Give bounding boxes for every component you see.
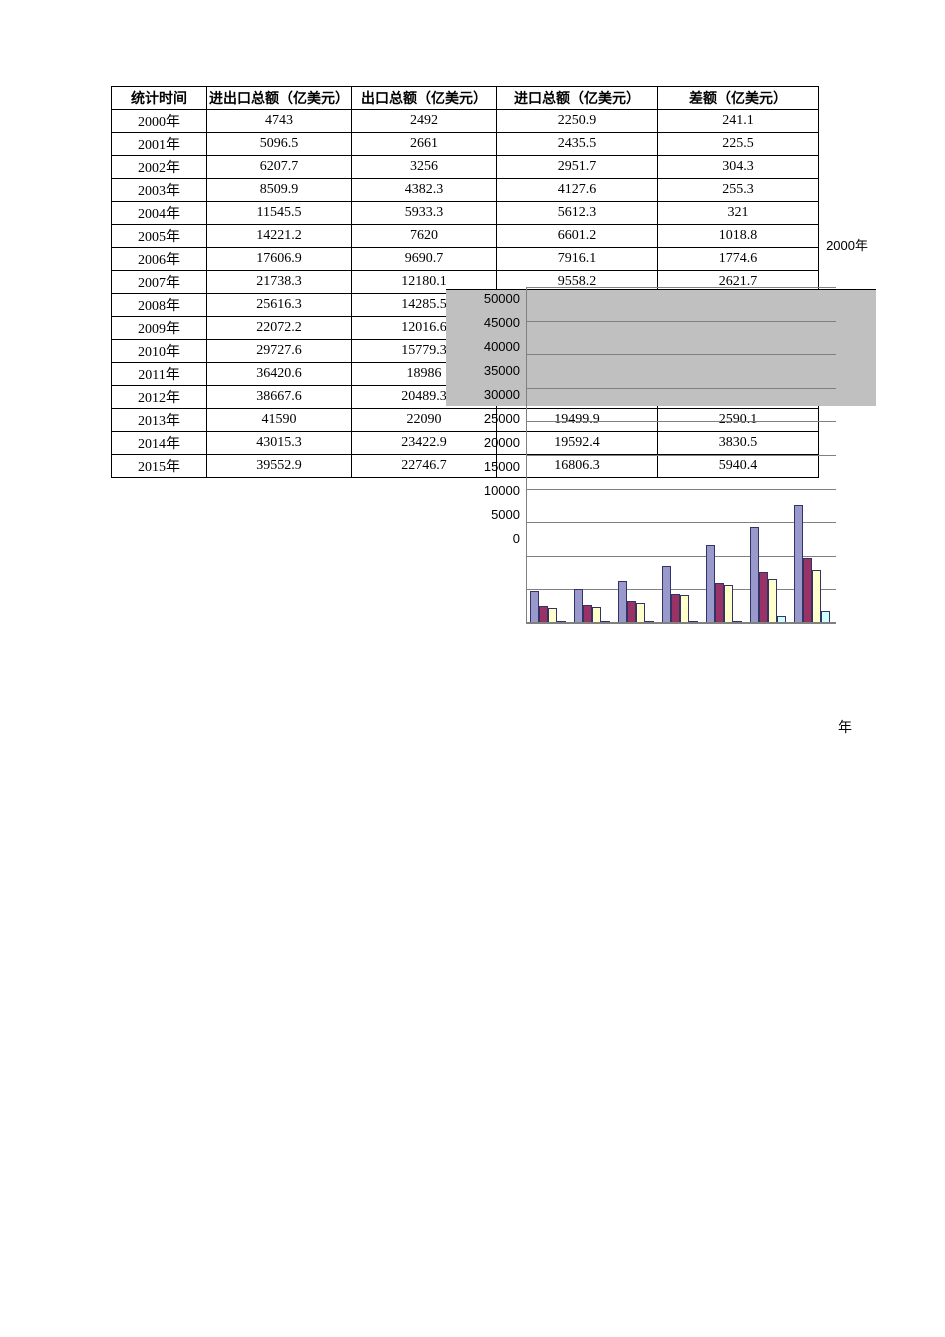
y-tick-label: 5000 [466,503,520,527]
table-cell: 36420.6 [207,363,352,386]
table-cell: 2012年 [112,386,207,409]
bar [680,595,689,623]
bar [583,605,592,623]
x-axis-line [526,622,836,623]
table-cell: 321 [658,202,819,225]
y-tick-label: 40000 [466,335,520,359]
y-tick-label: 45000 [466,311,520,335]
table-cell: 2003年 [112,179,207,202]
table-cell: 2000年 [112,110,207,133]
chart-legend-label: 2000年 [826,235,868,254]
table-cell: 21738.3 [207,271,352,294]
gridline [526,623,836,624]
table-row: 2001年5096.526612435.5225.5 [112,133,819,156]
table-cell: 14221.2 [207,225,352,248]
bar [539,606,548,623]
table-cell: 8509.9 [207,179,352,202]
table-cell: 6207.7 [207,156,352,179]
bar-chart-overlay: 2000年 5000045000400003500030000250002000… [446,227,876,727]
table-cell: 4743 [207,110,352,133]
bar [750,527,759,623]
y-tick-label: 25000 [466,407,520,431]
table-cell: 41590 [207,409,352,432]
table-cell: 3256 [352,156,497,179]
bar [627,601,636,623]
table-cell: 2011年 [112,363,207,386]
table-cell: 11545.5 [207,202,352,225]
y-tick-label: 10000 [466,479,520,503]
table-row: 2004年11545.55933.35612.3321 [112,202,819,225]
table-cell: 29727.6 [207,340,352,363]
bar [759,572,768,623]
table-cell: 4127.6 [497,179,658,202]
bar [803,558,812,623]
col-header: 进口总额（亿美元） [497,87,658,110]
table-cell: 5096.5 [207,133,352,156]
table-cell: 22072.2 [207,317,352,340]
bar [671,594,680,623]
table-row: 2000年474324922250.9241.1 [112,110,819,133]
table-cell: 2006年 [112,248,207,271]
table-cell: 2008年 [112,294,207,317]
table-cell: 5612.3 [497,202,658,225]
table-cell: 39552.9 [207,455,352,478]
y-axis-line [526,287,527,623]
table-cell: 2661 [352,133,497,156]
table-cell: 241.1 [658,110,819,133]
table-cell: 17606.9 [207,248,352,271]
bar [706,545,715,623]
table-cell: 4382.3 [352,179,497,202]
bar [530,591,539,623]
table-cell: 43015.3 [207,432,352,455]
y-tick-label: 50000 [466,287,520,311]
col-header: 差额（亿美元） [658,87,819,110]
table-cell: 2001年 [112,133,207,156]
bar [636,603,645,623]
bar [574,589,583,623]
y-tick-label: 15000 [466,455,520,479]
col-header: 统计时间 [112,87,207,110]
table-cell: 2435.5 [497,133,658,156]
table-cell: 2007年 [112,271,207,294]
bar [768,579,777,623]
col-header: 出口总额（亿美元） [352,87,497,110]
table-row: 2002年6207.732562951.7304.3 [112,156,819,179]
table-cell: 2009年 [112,317,207,340]
bar [812,570,821,623]
table-cell: 2492 [352,110,497,133]
col-header: 进出口总额（亿美元） [207,87,352,110]
chart-plot-area [526,287,836,623]
bar [548,608,557,623]
y-tick-label: 30000 [466,383,520,407]
table-cell: 2010年 [112,340,207,363]
table-cell: 2004年 [112,202,207,225]
table-cell: 2013年 [112,409,207,432]
table-cell: 304.3 [658,156,819,179]
bar [715,583,724,623]
table-cell: 225.5 [658,133,819,156]
table-cell: 2014年 [112,432,207,455]
chart-bars [526,287,836,623]
y-tick-label: 0 [466,527,520,551]
bar [662,566,671,623]
table-cell: 2002年 [112,156,207,179]
y-tick-label: 35000 [466,359,520,383]
table-cell: 2005年 [112,225,207,248]
table-cell: 2951.7 [497,156,658,179]
table-cell: 25616.3 [207,294,352,317]
table-cell: 2015年 [112,455,207,478]
table-header-row: 统计时间 进出口总额（亿美元） 出口总额（亿美元） 进口总额（亿美元） 差额（亿… [112,87,819,110]
chart-x-axis-title: 年 [838,717,852,737]
bar [618,581,627,623]
chart-y-axis-labels: 5000045000400003500030000250002000015000… [466,287,520,551]
bar [794,505,803,623]
bar [724,585,733,623]
table-cell: 5933.3 [352,202,497,225]
table-row: 2003年8509.94382.34127.6255.3 [112,179,819,202]
table-cell: 255.3 [658,179,819,202]
table-cell: 2250.9 [497,110,658,133]
bar [592,607,601,623]
table-cell: 38667.6 [207,386,352,409]
y-tick-label: 20000 [466,431,520,455]
